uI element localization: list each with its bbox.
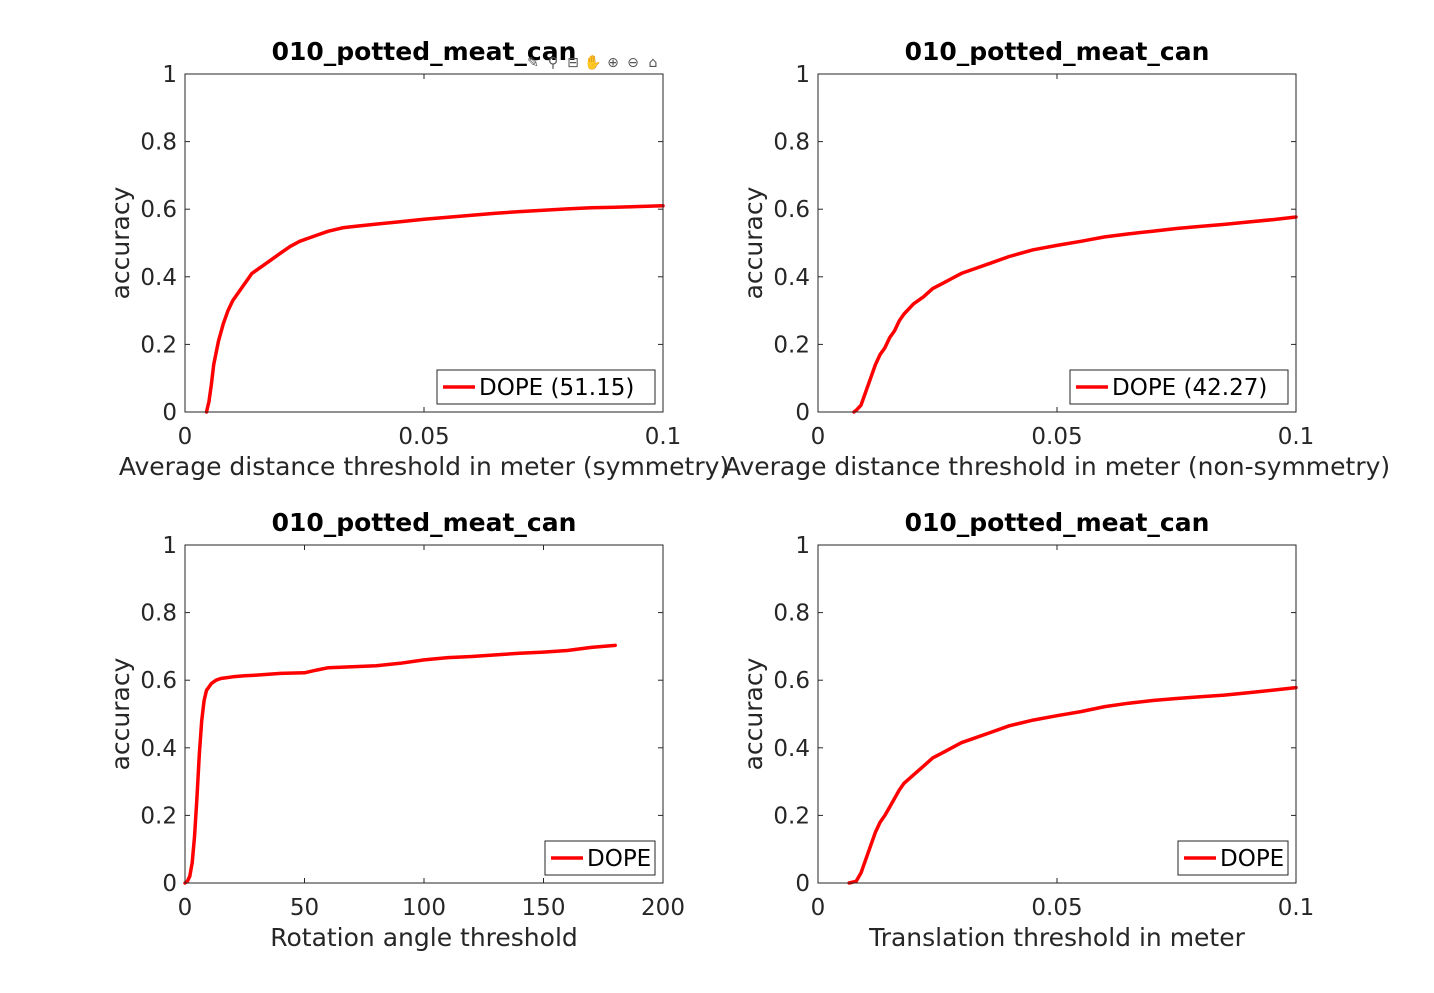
y-tick-label: 0.2 xyxy=(140,332,177,358)
x-tick-label: 0.05 xyxy=(1031,424,1082,450)
legend-box xyxy=(1177,840,1289,876)
plot-area xyxy=(185,545,663,883)
axes-bottom-right[interactable]: 0 0.05 0.1 0 0.2 0.4 0.6 0.8 1 010_potted_meat_ca… xyxy=(739,508,1314,952)
brush-icon[interactable]: ✎ xyxy=(527,55,539,71)
y-axis-label: accuracy xyxy=(106,657,135,770)
axes-frame xyxy=(184,73,664,413)
series-line xyxy=(852,215,1298,414)
y-tick-label: 0.4 xyxy=(773,736,810,762)
y-tick-label: 0.2 xyxy=(773,332,810,358)
y-tick-label: 0 xyxy=(162,400,177,426)
x-tick-label: 150 xyxy=(522,895,566,921)
series-line xyxy=(204,204,665,414)
x-tick-label: 0 xyxy=(178,895,193,921)
y-tick-label: 0.4 xyxy=(140,736,177,762)
y-tick-label: 0 xyxy=(162,871,177,897)
series-line xyxy=(847,685,1298,885)
legend-label: DOPE xyxy=(587,846,651,872)
axes-frame xyxy=(184,544,664,884)
x-axis-label: Average distance threshold in meter (non… xyxy=(724,452,1390,481)
y-tick-label: 0.6 xyxy=(773,197,810,223)
y-tick-label: 0.8 xyxy=(773,601,810,627)
y-tick-label: 0.8 xyxy=(773,130,810,156)
y-tick-label: 0 xyxy=(795,400,810,426)
y-tick-label: 0.8 xyxy=(140,601,177,627)
x-axis-label: Translation threshold in meter xyxy=(868,923,1246,952)
axes-toolbar: ✎ ⚲ ⊟ ✋ ⊕ ⊖ ⌂ xyxy=(524,53,662,73)
x-tick-label: 0 xyxy=(178,424,193,450)
y-tick-label: 0.6 xyxy=(140,668,177,694)
plot-area xyxy=(818,74,1296,412)
x-axis-label: Rotation angle threshold xyxy=(270,923,578,952)
y-tick-label: 1 xyxy=(162,533,177,559)
legend-label: DOPE xyxy=(1220,846,1284,872)
pan-icon[interactable]: ✋ xyxy=(584,55,602,71)
y-axis-label: accuracy xyxy=(739,657,768,770)
axes-frame xyxy=(817,544,1297,884)
y-tick-label: 0.8 xyxy=(140,130,177,156)
plot-area xyxy=(185,74,663,412)
y-tick-label: 0.6 xyxy=(140,197,177,223)
chart-title: 010_potted_meat_can xyxy=(272,37,577,66)
y-tick-label: 0 xyxy=(795,871,810,897)
zoom-in-icon[interactable]: ⊕ xyxy=(607,55,619,71)
legend[interactable]: DOPE (42.27) xyxy=(1069,369,1289,405)
x-tick-label: 0 xyxy=(811,424,826,450)
zoom-out-icon[interactable]: ⊖ xyxy=(627,55,639,71)
legend[interactable]: DOPE xyxy=(1177,840,1289,876)
y-tick-label: 1 xyxy=(795,62,810,88)
datatip-icon[interactable]: ⚲ xyxy=(547,55,559,71)
x-tick-label: 0.05 xyxy=(1031,895,1082,921)
x-tick-label: 50 xyxy=(290,895,319,921)
x-tick-label: 200 xyxy=(641,895,685,921)
legend-icon[interactable]: ⊟ xyxy=(567,55,579,71)
legend-label: DOPE (42.27) xyxy=(1112,375,1267,401)
chart-title: 010_potted_meat_can xyxy=(272,508,577,537)
axes-top-left[interactable]: 0 0.05 0.1 0 0.2 0.4 0.6 0.8 1 010_potted_meat_ca… xyxy=(106,37,729,481)
legend-label: DOPE (51.15) xyxy=(479,375,634,401)
chart-title: 010_potted_meat_can xyxy=(905,37,1210,66)
y-tick-label: 0.2 xyxy=(773,803,810,829)
y-tick-label: 0.2 xyxy=(140,803,177,829)
y-tick-label: 1 xyxy=(795,533,810,559)
legend[interactable]: DOPE xyxy=(544,840,656,876)
chart-title: 010_potted_meat_can xyxy=(905,508,1210,537)
x-tick-label: 0.1 xyxy=(645,424,682,450)
x-tick-label: 0.1 xyxy=(1278,424,1315,450)
x-axis-label: Average distance threshold in meter (sym… xyxy=(119,452,729,481)
home-icon[interactable]: ⌂ xyxy=(648,55,658,71)
x-tick-label: 0.05 xyxy=(398,424,449,450)
y-axis-label: accuracy xyxy=(106,186,135,299)
axes-bottom-left[interactable]: 0 50 100 150 200 0 0.2 0.4 0.6 0.8 1 010_potted_mea… xyxy=(106,508,685,952)
x-tick-label: 100 xyxy=(402,895,446,921)
axes-top-right[interactable]: 0 0.05 0.1 0 0.2 0.4 0.6 0.8 1 010_potted_meat_ca… xyxy=(724,37,1390,481)
x-tick-label: 0.1 xyxy=(1278,895,1315,921)
series-line xyxy=(183,643,617,885)
y-tick-label: 1 xyxy=(162,62,177,88)
y-tick-label: 0.6 xyxy=(773,668,810,694)
legend[interactable]: DOPE (51.15) xyxy=(436,369,656,405)
x-tick-label: 0 xyxy=(811,895,826,921)
y-tick-label: 0.4 xyxy=(140,265,177,291)
y-axis-label: accuracy xyxy=(739,186,768,299)
axes-frame xyxy=(817,73,1297,413)
y-tick-label: 0.4 xyxy=(773,265,810,291)
